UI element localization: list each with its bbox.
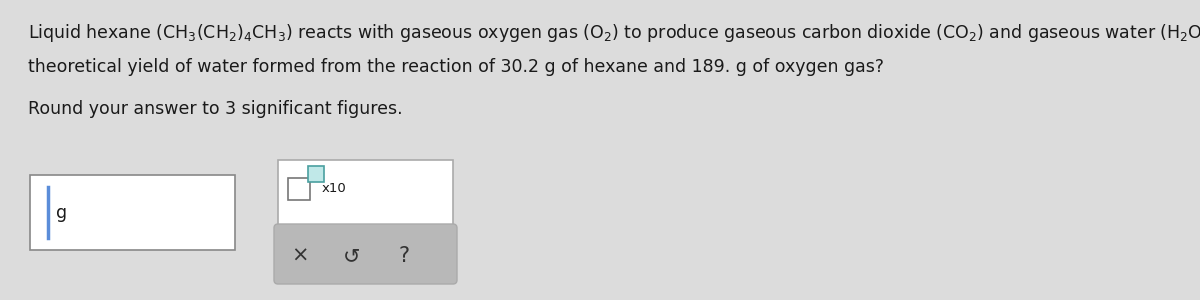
Text: ×: × xyxy=(292,246,308,266)
Text: Round your answer to 3 significant figures.: Round your answer to 3 significant figur… xyxy=(28,100,403,118)
Text: theoretical yield of water formed from the reaction of 30.2 g of hexane and 189.: theoretical yield of water formed from t… xyxy=(28,58,884,76)
Text: x10: x10 xyxy=(322,182,347,196)
FancyBboxPatch shape xyxy=(274,224,457,284)
Bar xyxy=(278,160,454,230)
Text: ?: ? xyxy=(398,246,409,266)
Bar xyxy=(288,178,310,200)
Bar xyxy=(308,166,324,182)
Bar xyxy=(30,175,235,250)
Text: g: g xyxy=(56,203,67,221)
Text: ↺: ↺ xyxy=(343,246,361,266)
Text: Liquid hexane $\left(\mathrm{CH_3(CH_2)_4CH_3}\right)$ reacts with gaseous oxyge: Liquid hexane $\left(\mathrm{CH_3(CH_2)_… xyxy=(28,22,1200,44)
